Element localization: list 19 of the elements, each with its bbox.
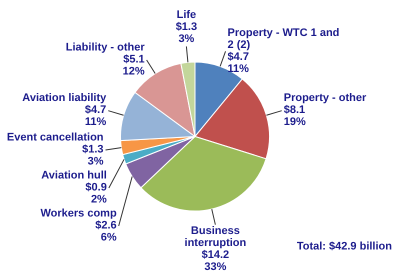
data-label: $2.6 6% <box>95 220 117 244</box>
data-label: $1.3 3% <box>176 20 198 45</box>
data-label: $5.1 12% <box>122 54 145 78</box>
data-label: $0.9 2% <box>85 182 108 206</box>
slice-label: Liability - other <box>66 42 146 54</box>
slice-label: Event cancellation <box>6 132 104 144</box>
slice-label: Life <box>176 8 196 21</box>
slice-label: Property - WTC 1 and 2 (2) <box>228 26 340 51</box>
text: Total: $42.9 billion <box>296 240 392 253</box>
slice-label: Business interruption <box>184 225 247 250</box>
data-label: $1.3 3% <box>82 144 104 168</box>
data-label: $4.7 11% <box>228 50 250 75</box>
data-label: $14.2 33% <box>202 249 230 274</box>
slice-label: Aviation hull <box>41 170 107 182</box>
data-label: $4.7 11% <box>84 104 106 128</box>
slice-label: Aviation liability <box>22 92 108 104</box>
slice-label: Workers comp <box>40 208 117 220</box>
slice-label: Property - other <box>284 92 367 104</box>
data-label: $8.1 19% <box>284 104 306 128</box>
